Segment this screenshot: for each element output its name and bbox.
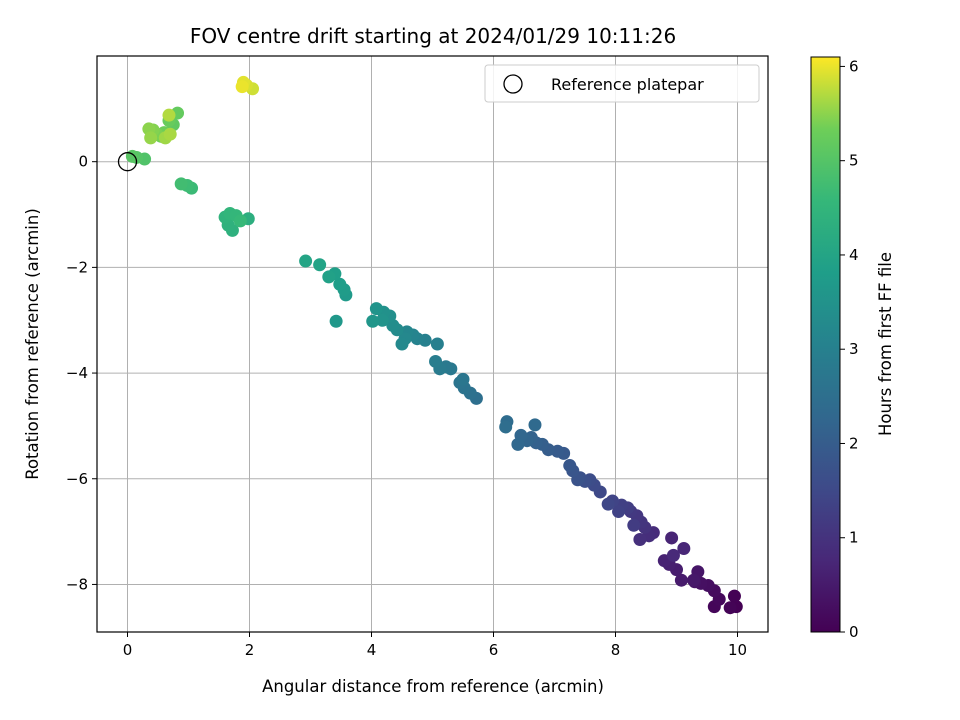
data-point xyxy=(601,497,615,511)
data-point xyxy=(235,80,249,94)
data-point xyxy=(162,108,176,122)
data-point xyxy=(511,437,525,451)
grid-lines xyxy=(97,56,768,632)
y-axis-label: Rotation from reference (arcmin) xyxy=(23,208,42,480)
data-point xyxy=(375,313,389,327)
data-point xyxy=(528,418,542,432)
colorbar-tick-label: 2 xyxy=(849,434,859,452)
y-tick-label: −4 xyxy=(66,364,88,382)
colorbar-tick-label: 6 xyxy=(849,57,859,75)
data-point xyxy=(233,214,247,228)
data-point xyxy=(677,542,691,556)
data-point xyxy=(499,420,513,434)
y-axis-ticks: 0 −2 −4 −6 −8 xyxy=(66,153,97,593)
colorbar xyxy=(810,56,841,633)
legend: Reference platepar xyxy=(484,64,760,103)
data-point xyxy=(430,337,444,351)
data-point xyxy=(633,533,647,547)
colorbar-tick-label: 1 xyxy=(849,529,859,547)
data-point xyxy=(322,270,336,284)
legend-box xyxy=(484,64,760,103)
colorbar-tick-label: 4 xyxy=(849,246,859,264)
data-point xyxy=(366,314,380,328)
data-point xyxy=(727,589,741,603)
data-point xyxy=(144,131,158,145)
x-tick-label: 0 xyxy=(123,641,133,659)
data-point xyxy=(395,337,409,351)
colorbar-tick-label: 0 xyxy=(849,623,859,641)
plot-frame xyxy=(96,55,769,633)
x-tick-label: 2 xyxy=(245,641,255,659)
x-axis-ticks: 0 2 4 6 8 10 xyxy=(123,632,747,659)
legend-marker xyxy=(503,74,523,94)
data-point xyxy=(612,505,626,519)
x-tick-label: 4 xyxy=(367,641,377,659)
legend-label: Reference platepar xyxy=(551,75,704,94)
data-points xyxy=(125,75,743,615)
data-point xyxy=(313,258,327,272)
data-point xyxy=(329,314,343,328)
data-point xyxy=(299,254,313,268)
chart-title: FOV centre drift starting at 2024/01/29 … xyxy=(190,24,676,48)
colorbar-ticks: 0 1 2 3 4 5 6 xyxy=(840,57,859,641)
y-tick-label: −2 xyxy=(66,258,88,276)
data-point xyxy=(456,372,470,386)
x-axis-label: Angular distance from reference (arcmin) xyxy=(262,677,604,696)
colorbar-label: Hours from first FF file xyxy=(876,252,895,436)
x-tick-label: 6 xyxy=(489,641,499,659)
data-point xyxy=(333,277,347,291)
data-point xyxy=(369,302,383,316)
x-tick-label: 10 xyxy=(728,641,747,659)
colorbar-tick-label: 3 xyxy=(849,340,859,358)
data-point xyxy=(674,573,688,587)
y-tick-label: −6 xyxy=(66,470,88,488)
data-point xyxy=(429,354,443,368)
data-point xyxy=(723,601,737,615)
reference-platepar-marker xyxy=(117,152,138,172)
data-point xyxy=(174,177,188,191)
data-point xyxy=(563,459,577,473)
y-tick-label: 0 xyxy=(78,153,88,171)
data-point xyxy=(687,573,701,587)
data-point xyxy=(666,548,680,562)
x-tick-label: 8 xyxy=(611,641,621,659)
y-tick-label: −8 xyxy=(66,575,88,593)
colorbar-tick-label: 5 xyxy=(849,152,859,170)
data-point xyxy=(665,531,679,545)
data-point xyxy=(627,518,641,532)
data-point xyxy=(163,127,177,141)
